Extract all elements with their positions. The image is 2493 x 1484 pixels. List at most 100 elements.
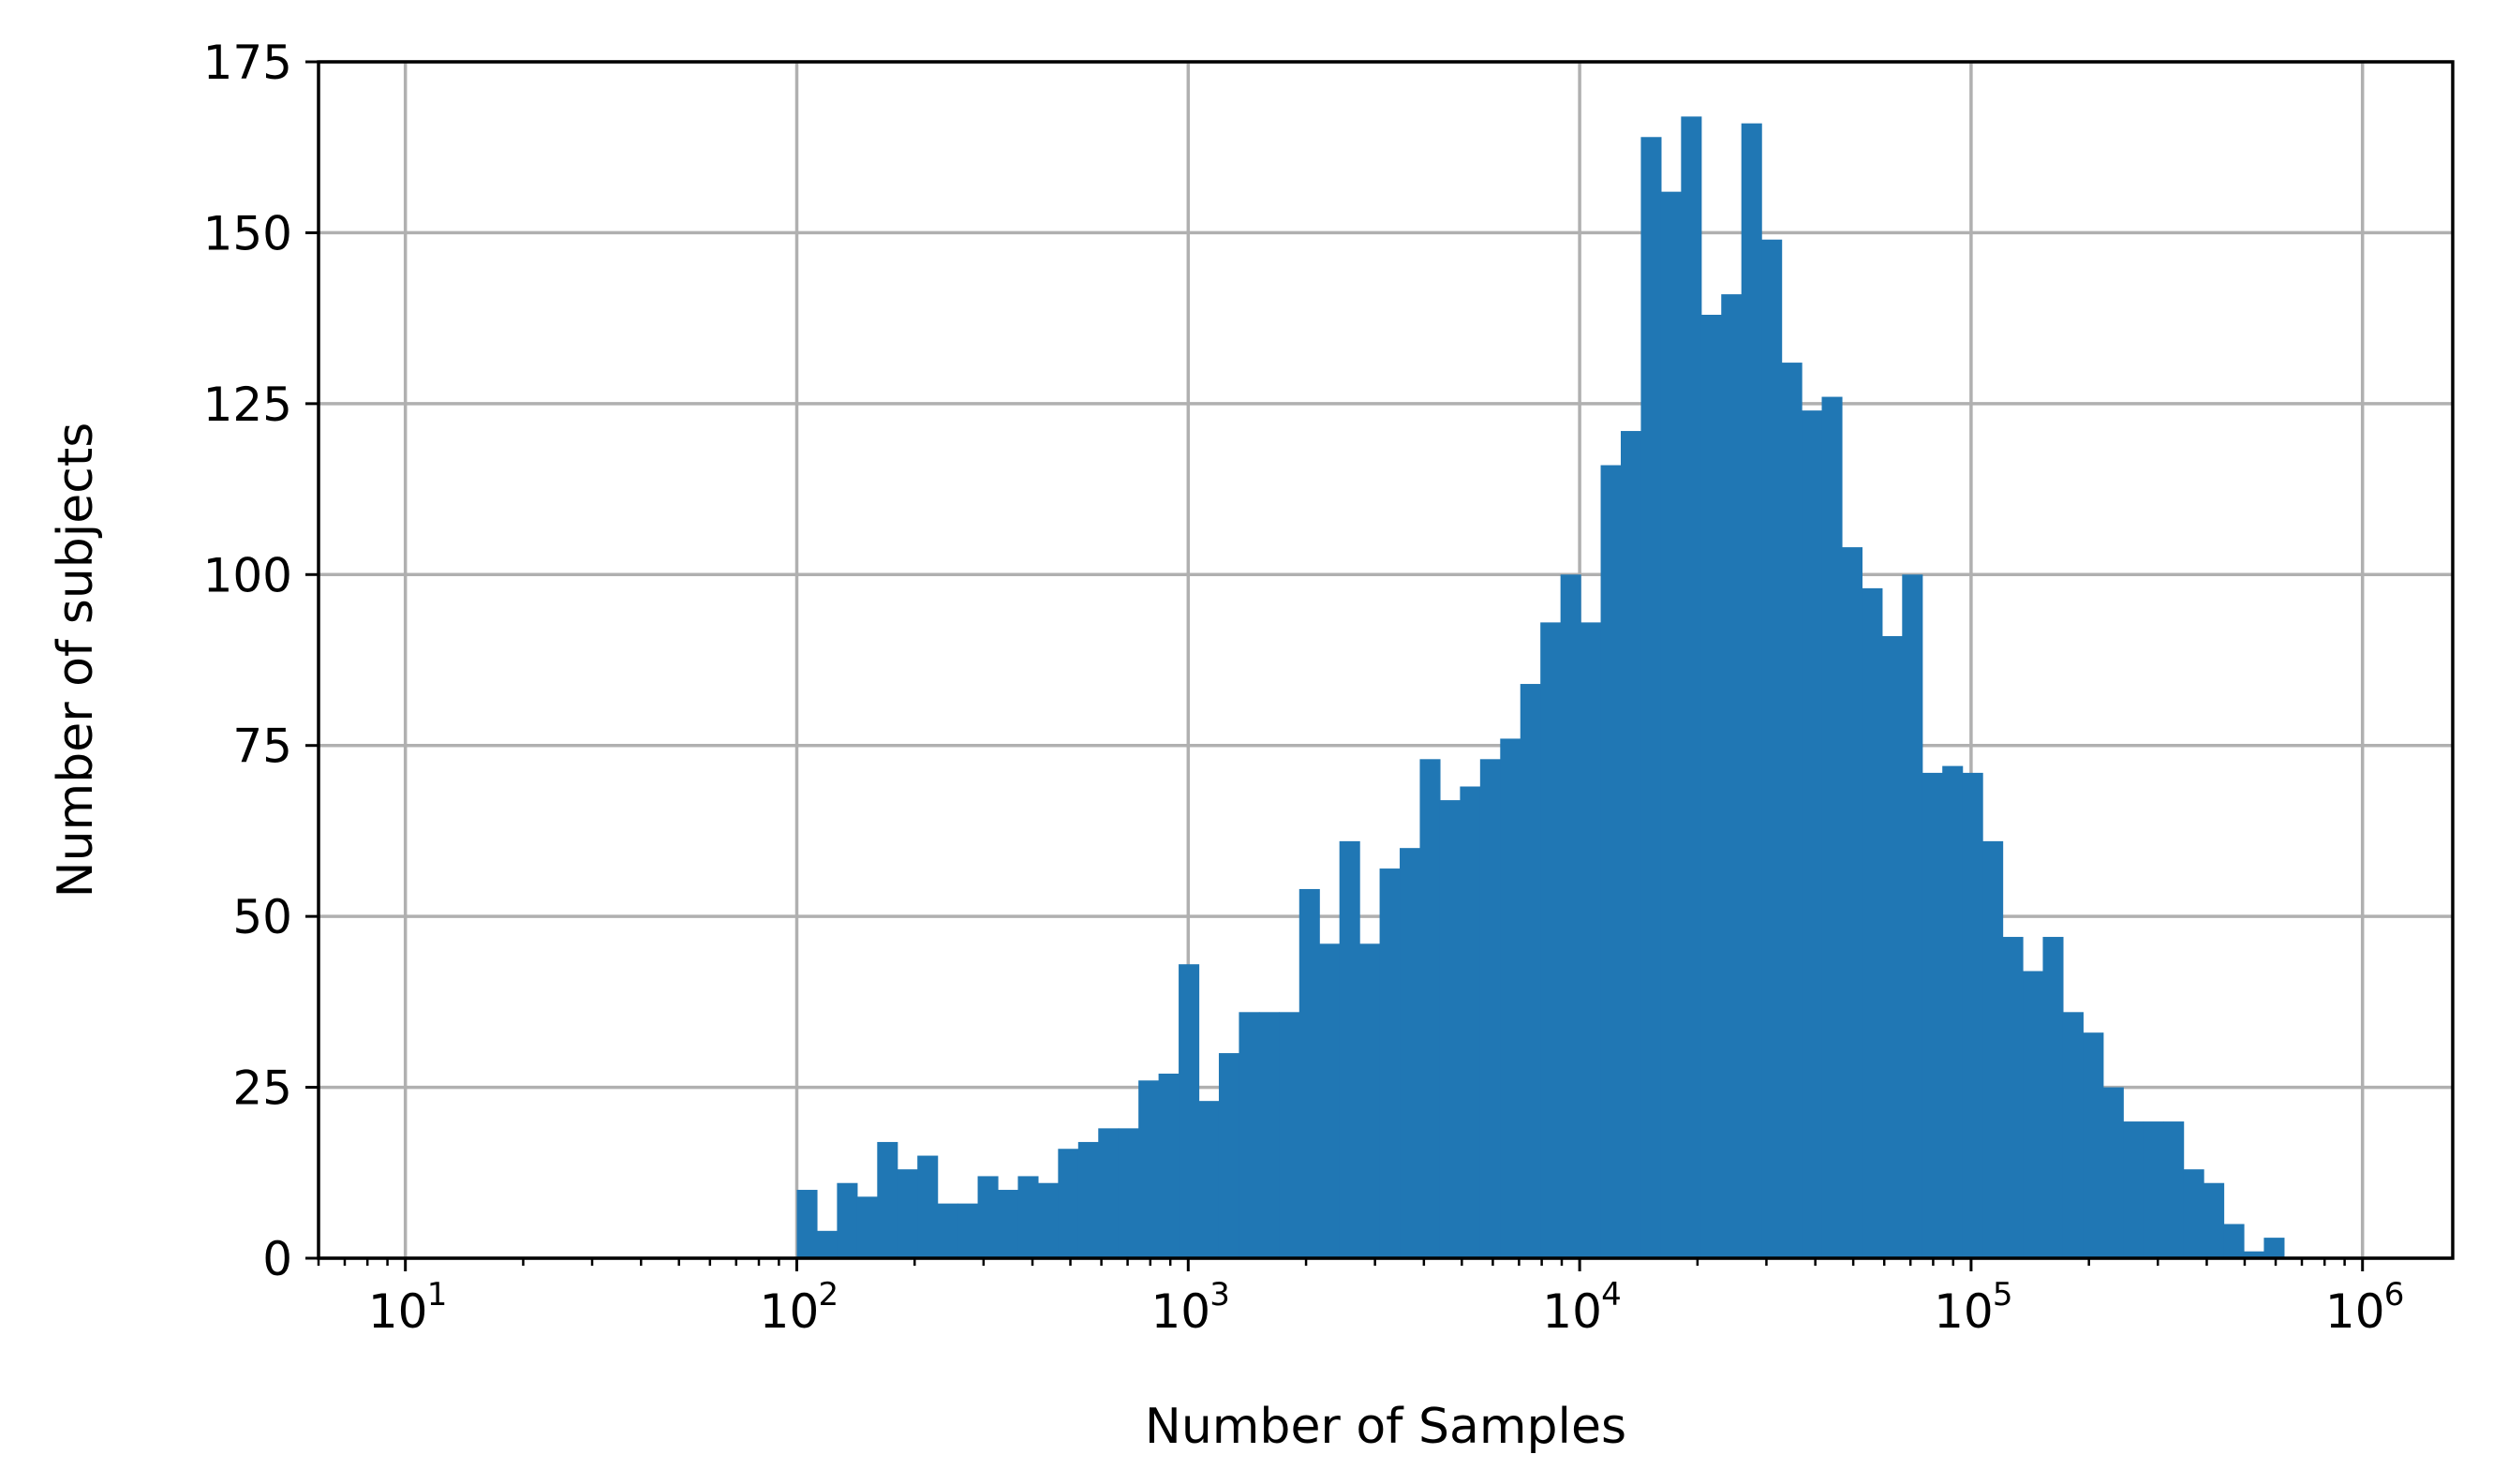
histogram-bar — [2183, 1169, 2204, 1258]
histogram-bar — [877, 1141, 898, 1258]
histogram-bar — [1700, 314, 1722, 1259]
histogram-bar — [2204, 1182, 2225, 1258]
histogram-bar — [2123, 1121, 2144, 1258]
histogram-bar — [897, 1169, 918, 1258]
y-tick-label: 0 — [262, 1232, 292, 1286]
histogram-bar — [2243, 1251, 2265, 1258]
histogram-bar — [1620, 431, 1642, 1258]
histogram-bar — [1821, 396, 1843, 1258]
histogram-bar — [1198, 1101, 1220, 1258]
x-tick-label: 10 — [368, 1284, 428, 1339]
histogram-bar — [1942, 765, 1964, 1258]
y-axis-ticks: 0 25 50 75 100 125 150 175 — [203, 36, 319, 1286]
histogram-bar — [2102, 1087, 2124, 1258]
histogram-bar — [1379, 868, 1401, 1258]
x-axis-title: Number of Samples — [1145, 1399, 1626, 1455]
y-tick-label: 75 — [232, 720, 292, 774]
histogram-bar — [1419, 759, 1441, 1258]
y-tick-label: 125 — [203, 378, 292, 432]
histogram-bar — [1520, 684, 1541, 1258]
y-axis-title: Number of subjects — [48, 423, 104, 898]
x-tick-exponent: 6 — [2384, 1276, 2405, 1313]
histogram-bar — [1841, 547, 1863, 1258]
x-tick-label: 10 — [1542, 1284, 1602, 1339]
y-tick-label: 175 — [203, 36, 292, 90]
histogram-bar — [1741, 123, 1762, 1258]
y-tick-label: 100 — [203, 548, 292, 602]
histogram-bar — [1881, 635, 1903, 1258]
histogram-bar — [1319, 943, 1341, 1258]
histogram-bar — [1339, 840, 1360, 1258]
x-tick-exponent: 3 — [1209, 1276, 1230, 1313]
histogram-bar — [1077, 1141, 1099, 1258]
histogram-bar — [1781, 363, 1803, 1258]
histogram-bar — [1118, 1128, 1139, 1258]
histogram-bar — [2083, 1032, 2104, 1258]
histogram-bar — [2223, 1224, 2245, 1258]
histogram-bar — [1400, 848, 1421, 1258]
histogram-bar — [1098, 1128, 1120, 1258]
histogram-bar — [1359, 943, 1381, 1258]
histogram-bar — [1298, 888, 1320, 1258]
x-axis-ticks: 10 1 10 2 10 3 10 4 10 5 10 6 — [317, 1258, 2405, 1339]
histogram-bar — [1902, 574, 1923, 1258]
histogram-bar — [1460, 786, 1481, 1258]
y-tick-label: 50 — [232, 890, 292, 944]
histogram-bar — [1179, 964, 1200, 1258]
x-tick-label: 10 — [1934, 1284, 1994, 1339]
histogram-bar — [1600, 465, 1622, 1258]
histogram-bar — [1560, 574, 1581, 1258]
histogram-bar — [837, 1182, 858, 1258]
x-tick-exponent: 2 — [818, 1276, 838, 1313]
x-tick-exponent: 1 — [427, 1276, 448, 1313]
histogram-bar — [1279, 1012, 1300, 1258]
histogram-bar — [1660, 191, 1682, 1258]
histogram-bar — [2023, 971, 2044, 1258]
histogram-bar — [957, 1203, 979, 1258]
histogram-bar — [917, 1155, 939, 1258]
histogram-bar — [2062, 1012, 2084, 1258]
histogram-bar — [2002, 937, 2024, 1258]
x-tick-exponent: 5 — [1993, 1276, 2013, 1313]
histogram-bar — [816, 1230, 838, 1258]
histogram-bar — [2143, 1121, 2164, 1258]
histogram-bar — [977, 1176, 999, 1258]
histogram-bar — [937, 1203, 958, 1258]
histogram-bar — [1218, 1053, 1240, 1258]
histogram-bar — [1922, 772, 1943, 1258]
x-tick-label: 10 — [760, 1284, 820, 1339]
histogram-bar — [1037, 1182, 1059, 1258]
histogram-bar — [1158, 1073, 1180, 1258]
histogram-bar — [1479, 759, 1501, 1258]
histogram-bar — [1580, 622, 1602, 1258]
histogram-bar — [2163, 1121, 2185, 1258]
histogram-bar — [998, 1190, 1019, 1258]
histogram-bar — [2263, 1238, 2285, 1258]
histogram-bar — [1982, 840, 2004, 1258]
histogram-bar — [1017, 1176, 1039, 1258]
histogram-bar — [1640, 137, 1662, 1259]
histogram-bar — [1258, 1012, 1280, 1258]
y-tick-label: 150 — [203, 206, 292, 260]
histogram-bar — [1681, 116, 1702, 1258]
histogram-bars — [796, 116, 2285, 1259]
histogram-bar — [2042, 937, 2064, 1258]
histogram-bar — [1540, 622, 1562, 1258]
histogram-bar — [1962, 772, 1983, 1258]
histogram-bar — [1862, 587, 1883, 1258]
histogram-bar — [1761, 239, 1783, 1258]
histogram-bar — [1239, 1012, 1260, 1258]
x-tick-label: 10 — [2325, 1284, 2385, 1339]
histogram-bar — [1439, 800, 1461, 1258]
plot-frame — [317, 60, 2455, 1260]
histogram-bar — [1802, 410, 1823, 1258]
histogram-bar — [1138, 1080, 1160, 1258]
x-tick-exponent: 4 — [1601, 1276, 1622, 1313]
histogram-bar — [1058, 1149, 1079, 1258]
histogram-bar — [796, 1190, 818, 1258]
y-tick-label: 25 — [232, 1061, 292, 1116]
histogram-bar — [1500, 738, 1521, 1258]
histogram-bar — [1721, 294, 1743, 1259]
